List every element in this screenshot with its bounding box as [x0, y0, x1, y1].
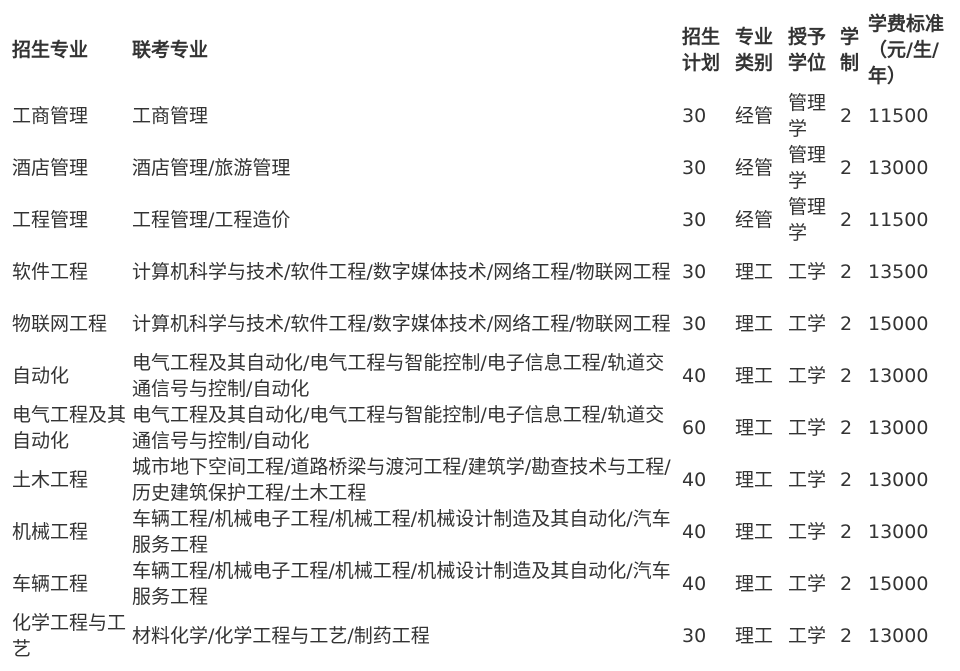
cell-category: 经管	[735, 209, 774, 231]
cell-tuition: 11500	[868, 209, 929, 231]
cell-major: 化学工程与工艺	[12, 612, 127, 660]
table-row: 工商管理 工商管理 30 经管 管理学 2 11500	[12, 90, 958, 142]
cell-plan: 40	[682, 521, 707, 543]
cell-duration: 2	[840, 365, 853, 387]
table-header-row: 招生专业 联考专业 招生计划 专业类别 授予学位 学制 学费标准（元/生/年）	[12, 10, 958, 90]
cell-degree: 工学	[788, 625, 827, 647]
table-row: 土木工程 城市地下空间工程/道路桥梁与渡河工程/建筑学/勘查技术与工程/历史建筑保…	[12, 454, 958, 506]
cell-joint-major: 酒店管理/旅游管理	[132, 157, 291, 179]
cell-category: 经管	[735, 157, 774, 179]
cell-duration: 2	[840, 209, 853, 231]
cell-degree: 管理学	[788, 92, 827, 140]
cell-category: 理工	[735, 573, 774, 595]
cell-major: 车辆工程	[12, 573, 89, 595]
cell-tuition: 13000	[868, 365, 929, 387]
cell-category: 理工	[735, 625, 774, 647]
cell-major: 物联网工程	[12, 313, 108, 335]
table-row: 工程管理 工程管理/工程造价 30 经管 管理学 2 11500	[12, 194, 958, 246]
cell-tuition: 15000	[868, 573, 929, 595]
cell-tuition: 13000	[868, 157, 929, 179]
cell-category: 理工	[735, 365, 774, 387]
header-category: 专业类别	[735, 26, 774, 74]
cell-degree: 管理学	[788, 196, 827, 244]
cell-joint-major: 工程管理/工程造价	[132, 209, 291, 231]
cell-degree: 工学	[788, 313, 827, 335]
cell-joint-major: 计算机科学与技术/软件工程/数字媒体技术/网络工程/物联网工程	[132, 261, 671, 283]
cell-major: 工程管理	[12, 209, 89, 231]
table-row: 自动化 电气工程及其自动化/电气工程与智能控制/电子信息工程/轨道交通信号与控制/…	[12, 350, 958, 402]
cell-plan: 30	[682, 209, 707, 231]
cell-duration: 2	[840, 625, 853, 647]
cell-major: 土木工程	[12, 469, 89, 491]
enrollment-table: 招生专业 联考专业 招生计划 专业类别 授予学位 学制 学费标准（元/生/年） …	[12, 10, 958, 662]
cell-major: 软件工程	[12, 261, 89, 283]
cell-joint-major: 城市地下空间工程/道路桥梁与渡河工程/建筑学/勘查技术与工程/历史建筑保护工程/…	[132, 456, 671, 504]
cell-joint-major: 电气工程及其自动化/电气工程与智能控制/电子信息工程/轨道交通信号与控制/自动化	[132, 404, 665, 452]
cell-plan: 40	[682, 469, 707, 491]
cell-plan: 40	[682, 365, 707, 387]
cell-tuition: 13500	[868, 261, 929, 283]
cell-joint-major: 工商管理	[132, 105, 209, 127]
cell-category: 经管	[735, 105, 774, 127]
cell-tuition: 13000	[868, 469, 929, 491]
cell-duration: 2	[840, 105, 853, 127]
cell-category: 理工	[735, 313, 774, 335]
cell-degree: 工学	[788, 521, 827, 543]
cell-duration: 2	[840, 417, 853, 439]
cell-category: 理工	[735, 521, 774, 543]
cell-duration: 2	[840, 313, 853, 335]
cell-plan: 30	[682, 625, 707, 647]
cell-joint-major: 车辆工程/机械电子工程/机械工程/机械设计制造及其自动化/汽车服务工程	[132, 560, 671, 608]
cell-degree: 管理学	[788, 144, 827, 192]
table-row: 化学工程与工艺 材料化学/化学工程与工艺/制药工程 30 理工 工学 2 13000	[12, 610, 958, 662]
cell-duration: 2	[840, 261, 853, 283]
cell-degree: 工学	[788, 417, 827, 439]
cell-plan: 40	[682, 573, 707, 595]
table-row: 电气工程及其自动化 电气工程及其自动化/电气工程与智能控制/电子信息工程/轨道交通…	[12, 402, 958, 454]
cell-category: 理工	[735, 417, 774, 439]
cell-duration: 2	[840, 157, 853, 179]
cell-major: 电气工程及其自动化	[12, 404, 127, 452]
header-major: 招生专业	[12, 39, 89, 61]
table-row: 物联网工程 计算机科学与技术/软件工程/数字媒体技术/网络工程/物联网工程 30 理工…	[12, 298, 958, 350]
cell-plan: 30	[682, 105, 707, 127]
cell-joint-major: 材料化学/化学工程与工艺/制药工程	[132, 625, 430, 647]
table-row: 酒店管理 酒店管理/旅游管理 30 经管 管理学 2 13000	[12, 142, 958, 194]
cell-major: 酒店管理	[12, 157, 89, 179]
cell-category: 理工	[735, 261, 774, 283]
cell-plan: 30	[682, 157, 707, 179]
cell-major: 机械工程	[12, 521, 89, 543]
cell-duration: 2	[840, 573, 853, 595]
cell-tuition: 11500	[868, 105, 929, 127]
cell-joint-major: 车辆工程/机械电子工程/机械工程/机械设计制造及其自动化/汽车服务工程	[132, 508, 671, 556]
cell-degree: 工学	[788, 261, 827, 283]
table-row: 机械工程 车辆工程/机械电子工程/机械工程/机械设计制造及其自动化/汽车服务工程 4…	[12, 506, 958, 558]
cell-plan: 30	[682, 261, 707, 283]
cell-degree: 工学	[788, 469, 827, 491]
cell-category: 理工	[735, 469, 774, 491]
cell-major: 自动化	[12, 365, 70, 387]
table-row: 车辆工程 车辆工程/机械电子工程/机械工程/机械设计制造及其自动化/汽车服务工程 4…	[12, 558, 958, 610]
cell-tuition: 13000	[868, 417, 929, 439]
cell-degree: 工学	[788, 365, 827, 387]
cell-tuition: 13000	[868, 521, 929, 543]
header-tuition: 学费标准（元/生/年）	[868, 13, 945, 87]
cell-duration: 2	[840, 521, 853, 543]
table-row: 软件工程 计算机科学与技术/软件工程/数字媒体技术/网络工程/物联网工程 30 理工工…	[12, 246, 958, 298]
cell-degree: 工学	[788, 573, 827, 595]
cell-tuition: 15000	[868, 313, 929, 335]
cell-duration: 2	[840, 469, 853, 491]
cell-plan: 30	[682, 313, 707, 335]
cell-major: 工商管理	[12, 105, 89, 127]
header-duration: 学制	[840, 26, 860, 74]
cell-plan: 60	[682, 417, 707, 439]
header-joint-major: 联考专业	[132, 39, 209, 61]
header-plan: 招生计划	[682, 26, 721, 74]
cell-joint-major: 计算机科学与技术/软件工程/数字媒体技术/网络工程/物联网工程	[132, 313, 671, 335]
cell-tuition: 13000	[868, 625, 929, 647]
header-degree: 授予学位	[788, 26, 827, 74]
cell-joint-major: 电气工程及其自动化/电气工程与智能控制/电子信息工程/轨道交通信号与控制/自动化	[132, 352, 665, 400]
